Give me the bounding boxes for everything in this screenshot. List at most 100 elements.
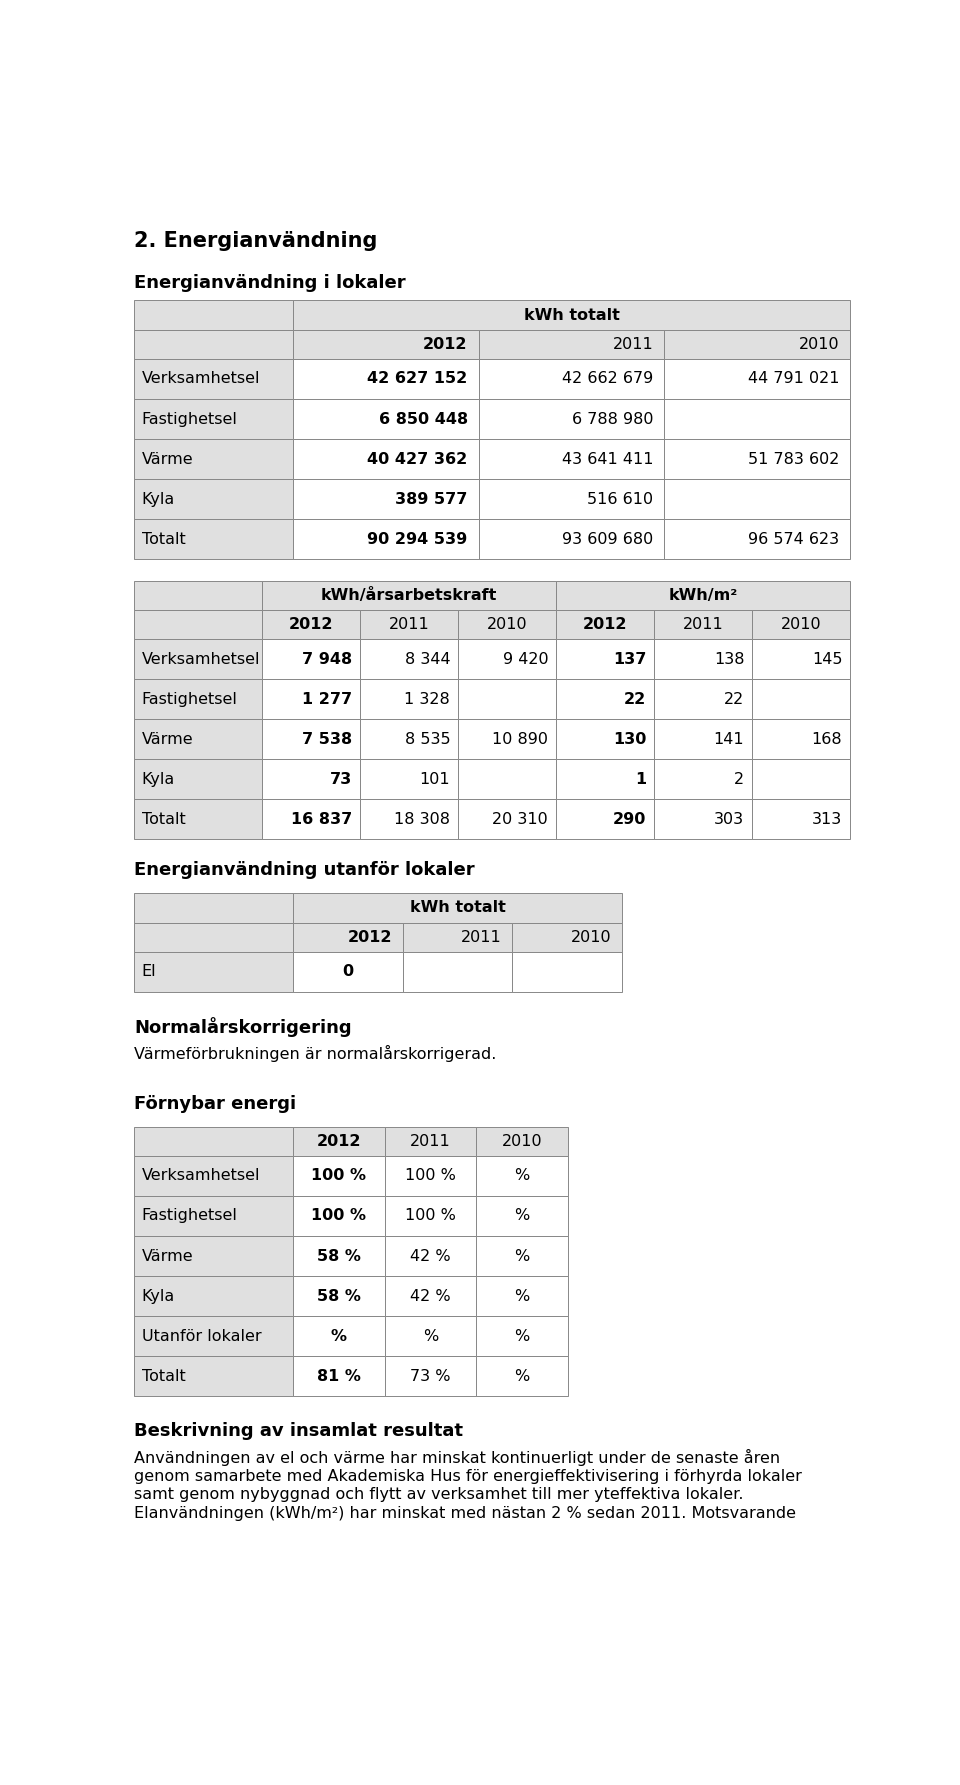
Text: Fastighetsel: Fastighetsel (142, 412, 237, 427)
Bar (664, 359, 850, 400)
Bar (134, 1126, 293, 1157)
Bar (479, 439, 664, 478)
Text: genom samarbete med Akademiska Hus för energieffektivisering i förhyrda lokaler: genom samarbete med Akademiska Hus för e… (134, 1469, 802, 1483)
Bar (458, 639, 556, 680)
Bar (458, 610, 556, 639)
Bar (134, 1235, 293, 1276)
Bar (476, 1126, 568, 1157)
Bar (513, 951, 622, 992)
Text: %: % (515, 1208, 530, 1223)
Bar (385, 1357, 476, 1396)
Text: 313: 313 (812, 812, 842, 826)
Bar (752, 719, 850, 759)
Bar (293, 951, 402, 992)
Bar (479, 478, 664, 519)
Bar (262, 719, 360, 759)
Text: 44 791 021: 44 791 021 (748, 371, 839, 387)
Bar (293, 1316, 385, 1357)
Text: 100 %: 100 % (405, 1169, 456, 1183)
Bar (134, 951, 293, 992)
Text: 58 %: 58 % (317, 1289, 361, 1303)
Text: Energianvändning utanför lokaler: Energianvändning utanför lokaler (134, 860, 474, 880)
Bar (293, 300, 850, 330)
Bar (293, 1157, 385, 1196)
Text: 6 788 980: 6 788 980 (572, 412, 654, 427)
Bar (293, 892, 622, 923)
Text: 2: 2 (734, 771, 744, 787)
Bar (134, 1316, 293, 1357)
Bar (664, 330, 850, 359)
Text: 2011: 2011 (389, 618, 429, 632)
Bar (385, 1235, 476, 1276)
Text: 8 344: 8 344 (404, 652, 450, 668)
Bar (556, 719, 654, 759)
Text: 93 609 680: 93 609 680 (563, 532, 654, 546)
Text: Normalårskorrigering: Normalårskorrigering (134, 1017, 351, 1037)
Text: 290: 290 (612, 812, 646, 826)
Text: Fastighetsel: Fastighetsel (142, 693, 237, 707)
Bar (664, 478, 850, 519)
Bar (134, 330, 293, 359)
Text: Beskrivning av insamlat resultat: Beskrivning av insamlat resultat (134, 1423, 463, 1440)
Bar (664, 439, 850, 478)
Bar (402, 951, 513, 992)
Bar (293, 519, 479, 559)
Bar (556, 639, 654, 680)
Text: %: % (515, 1369, 530, 1383)
Text: kWh/m²: kWh/m² (668, 587, 737, 603)
Text: 6 850 448: 6 850 448 (378, 412, 468, 427)
Bar (134, 300, 293, 330)
Bar (458, 719, 556, 759)
Text: 101: 101 (420, 771, 450, 787)
Bar (134, 923, 293, 951)
Bar (513, 923, 622, 951)
Bar (134, 400, 293, 439)
Bar (556, 759, 654, 800)
Bar (360, 639, 458, 680)
Bar (654, 759, 752, 800)
Bar (134, 639, 262, 680)
Text: 43 641 411: 43 641 411 (562, 452, 654, 466)
Bar (385, 1196, 476, 1235)
Text: 9 420: 9 420 (503, 652, 548, 668)
Bar (360, 759, 458, 800)
Text: 18 308: 18 308 (395, 812, 450, 826)
Text: 100 %: 100 % (405, 1208, 456, 1223)
Bar (293, 1126, 385, 1157)
Bar (385, 1157, 476, 1196)
Bar (293, 1276, 385, 1316)
Bar (476, 1276, 568, 1316)
Text: 130: 130 (612, 732, 646, 746)
Bar (385, 1316, 476, 1357)
Bar (752, 610, 850, 639)
Text: 81 %: 81 % (317, 1369, 361, 1383)
Text: 168: 168 (811, 732, 842, 746)
Bar (556, 580, 850, 610)
Bar (134, 610, 262, 639)
Text: Verksamhetsel: Verksamhetsel (142, 371, 260, 387)
Text: 42 627 152: 42 627 152 (368, 371, 468, 387)
Text: 1 328: 1 328 (404, 693, 450, 707)
Bar (360, 680, 458, 719)
Text: Kyla: Kyla (142, 491, 175, 507)
Text: 1 277: 1 277 (302, 693, 352, 707)
Bar (293, 1357, 385, 1396)
Text: 516 610: 516 610 (588, 491, 654, 507)
Text: Värmeförbrukningen är normalårskorrigerad.: Värmeförbrukningen är normalårskorrigera… (134, 1044, 496, 1062)
Text: 2010: 2010 (502, 1133, 542, 1150)
Bar (293, 400, 479, 439)
Text: 100 %: 100 % (311, 1208, 366, 1223)
Text: 22: 22 (624, 693, 646, 707)
Bar (476, 1357, 568, 1396)
Text: %: % (422, 1328, 438, 1344)
Bar (360, 610, 458, 639)
Text: 2012: 2012 (348, 930, 392, 944)
Bar (752, 680, 850, 719)
Text: %: % (515, 1248, 530, 1264)
Bar (134, 580, 262, 610)
Bar (134, 680, 262, 719)
Text: 7 538: 7 538 (302, 732, 352, 746)
Text: 7 948: 7 948 (302, 652, 352, 668)
Text: 0: 0 (342, 964, 353, 980)
Bar (402, 923, 513, 951)
